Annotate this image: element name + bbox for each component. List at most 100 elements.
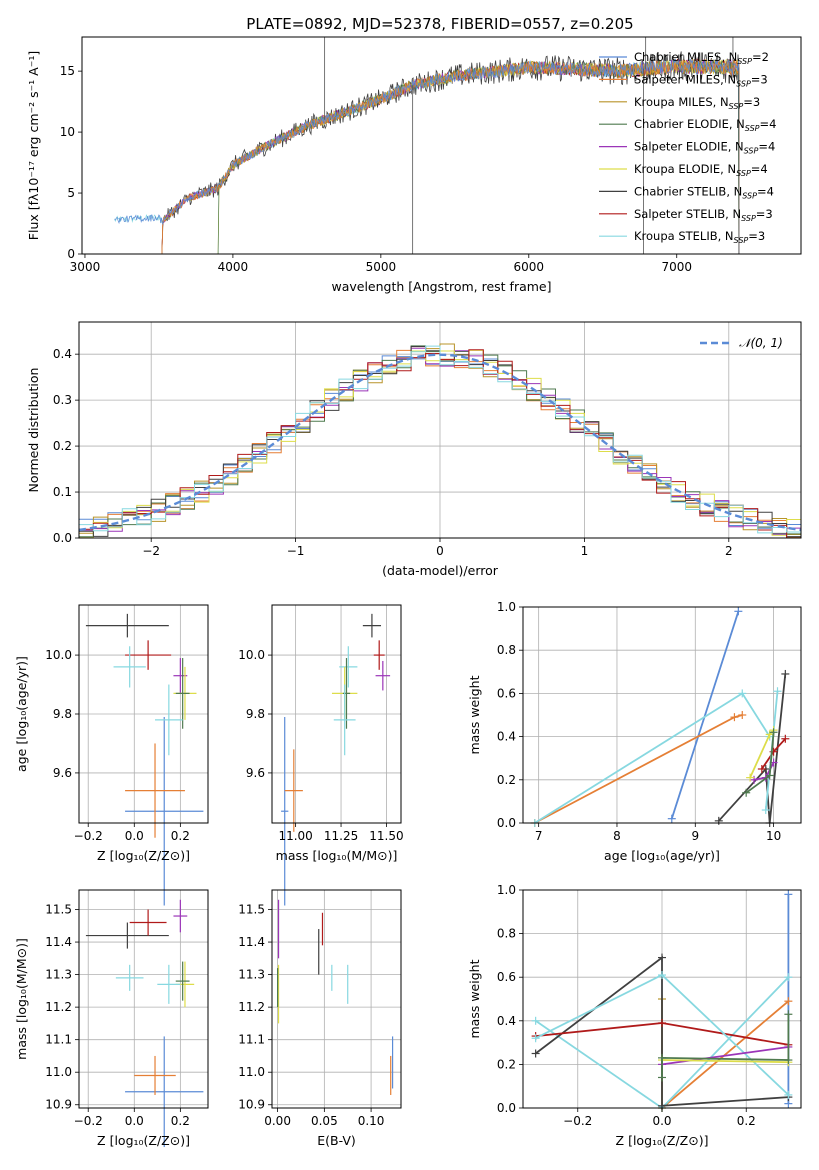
y-tick-label: 11.2 — [45, 1000, 72, 1014]
y-tick-label: 11.0 — [45, 1065, 72, 1079]
y-tick-label: 5 — [67, 186, 75, 200]
y-tick-label: 9.6 — [246, 766, 265, 780]
y-tick-label: 0.2 — [497, 1057, 516, 1071]
x-tick-label: 7000 — [661, 260, 692, 274]
x-tick-label: 11.25 — [324, 829, 358, 843]
x-tick-label: 11.50 — [369, 829, 403, 843]
legend-entry: Kroupa MILES, NSSP=3 — [634, 95, 760, 111]
legend-entry: Chabrier ELODIE, NSSP=4 — [634, 117, 776, 133]
legend-entry: Kroupa ELODIE, NSSP=4 — [634, 162, 768, 178]
weight-series-line — [745, 732, 775, 794]
y-tick-label: 15 — [60, 64, 75, 78]
x-tick-label: 3000 — [70, 260, 101, 274]
mass-vs-reddening-panel: 0.00 0.05 0.10 10.9 11.0 11.1 11.2 11.3 11.4 11.5… — [238, 889, 402, 1148]
y-tick-label: 11.3 — [238, 968, 265, 982]
x-tick-label: 0.10 — [358, 1114, 385, 1128]
legend-entry: Chabrier MILES, NSSP=2 — [634, 50, 769, 66]
x-tick-label: −2 — [142, 544, 160, 558]
y-tick-label: 9.8 — [53, 707, 72, 721]
y-tick-label: 11.0 — [238, 1065, 265, 1079]
y-tick-label: 1.0 — [497, 600, 516, 614]
legend-entry: Salpeter MILES, NSSP=3 — [634, 72, 768, 88]
y-tick-label: 0.8 — [497, 927, 516, 941]
y-tick-label: 0.3 — [53, 393, 72, 407]
x-axis-label: mass [log₁₀(M/M⊙)] — [276, 848, 398, 863]
spectrum-line-kroupa-elodie — [217, 58, 740, 254]
x-tick-label: −0.2 — [74, 1114, 103, 1128]
normal-reference-curve — [78, 353, 802, 532]
spectrum-panel: 3000 4000 5000 6000 7000 0 5 10 15 wavelength [An… — [26, 36, 802, 294]
y-axis-label: age [log₁₀(age/yr)] — [14, 656, 29, 772]
weight-series-line — [535, 955, 789, 1107]
y-tick-label: 11.1 — [238, 1033, 265, 1047]
x-tick-label: 0.0 — [652, 1114, 671, 1128]
residual-histogram-panel: −2 −1 0 1 2 0.0 0.1 0.2 0.3 0.4 (data-model)/error… — [26, 321, 802, 578]
y-tick-label: 10.9 — [238, 1098, 265, 1112]
y-tick-label: 1.0 — [497, 883, 516, 897]
axes-frame — [522, 606, 802, 824]
y-tick-label: 11.3 — [45, 968, 72, 982]
x-tick-label: 0.2 — [171, 1114, 190, 1128]
x-tick-label: 8 — [613, 829, 621, 843]
y-axis-label: mass [log₁₀(M/M⊙)] — [14, 938, 29, 1060]
y-axis-label: mass weight — [467, 675, 482, 754]
y-tick-label: 0.2 — [497, 773, 516, 787]
x-tick-label: 0.0 — [125, 1114, 144, 1128]
x-tick-label: 1 — [581, 544, 589, 558]
x-axis-label: age [log₁₀(age/yr)] — [604, 848, 720, 863]
y-tick-label: 9.8 — [246, 707, 265, 721]
spectrum-line-chabrier-miles — [114, 59, 740, 254]
weight-series-line — [661, 1059, 789, 1064]
x-tick-label: 11.00 — [278, 829, 312, 843]
x-tick-label: 4000 — [218, 260, 249, 274]
y-tick-label: 11.4 — [45, 935, 72, 949]
x-tick-label: 6000 — [514, 260, 545, 274]
y-axis-label: Normed distribution — [26, 368, 41, 493]
y-tick-label: 0.6 — [497, 970, 516, 984]
weight-vs-metallicity-panel: −0.2 0.0 0.2 0.0 0.2 0.4 0.6 0.8 1.0 Z [log₁₀(Z/Z… — [467, 883, 802, 1148]
y-tick-label: 0.4 — [497, 730, 516, 744]
x-tick-label: 0.05 — [311, 1114, 338, 1128]
weight-series-line — [661, 1000, 789, 1109]
weight-vs-age-panel: 7 8 9 10 0.0 0.2 0.4 0.6 0.8 1.0 age [log₁₀(age/yr… — [467, 600, 802, 863]
x-axis-label: (data-model)/error — [382, 563, 499, 578]
y-tick-label: 0.8 — [497, 643, 516, 657]
y-tick-label: 10.0 — [45, 648, 72, 662]
x-tick-label: 0.2 — [737, 1114, 756, 1128]
mass-vs-metallicity-panel: −0.2 0.0 0.2 10.9 11.0 11.1 11.2 11.3 11.4 11.5 Z … — [14, 889, 209, 1148]
x-axis-label: Z [log₁₀(Z/Z⊙)] — [97, 1133, 190, 1148]
y-tick-label: 0.0 — [497, 1101, 516, 1115]
age-vs-mass-panel: 11.00 11.25 11.50 9.6 9.8 10.0 mass [log₁₀(M/M… — [238, 604, 404, 906]
y-tick-label: 0.2 — [53, 439, 72, 453]
y-tick-label: 11.4 — [238, 935, 265, 949]
weight-series-line — [661, 1014, 790, 1078]
axes-frame — [271, 889, 402, 1109]
spectrum-line-chabrier-elodie — [217, 59, 740, 254]
y-tick-label: 0.1 — [53, 485, 72, 499]
x-tick-label: −0.2 — [563, 1114, 592, 1128]
legend-entry: Kroupa STELIB, NSSP=3 — [634, 229, 765, 245]
y-tick-label: 0.6 — [497, 686, 516, 700]
legend-entry: Salpeter ELODIE, NSSP=4 — [634, 140, 775, 156]
y-tick-label: 11.2 — [238, 1000, 265, 1014]
legend-entry: 𝒩(0, 1) — [739, 336, 783, 350]
y-tick-label: 10 — [60, 125, 75, 139]
y-tick-label: 11.1 — [45, 1033, 72, 1047]
axes-frame — [78, 889, 209, 1109]
y-tick-label: 0.4 — [53, 347, 72, 361]
x-tick-label: 2 — [725, 544, 733, 558]
x-tick-label: 10 — [766, 829, 781, 843]
legend-entry: Salpeter STELIB, NSSP=3 — [634, 207, 773, 223]
x-tick-label: −0.2 — [74, 829, 103, 843]
y-tick-label: 0.4 — [497, 1014, 516, 1028]
legend-entry: Chabrier STELIB, NSSP=4 — [634, 184, 774, 200]
x-tick-label: 0.0 — [125, 829, 144, 843]
weight-series-line — [534, 714, 743, 824]
y-axis-label: mass weight — [467, 959, 482, 1038]
axes-frame — [81, 36, 802, 255]
y-tick-label: 10.9 — [45, 1098, 72, 1112]
x-tick-label: 7 — [535, 829, 543, 843]
figure-title: PLATE=0892, MJD=52378, FIBERID=0557, z=0… — [246, 15, 633, 33]
x-axis-label: E(B-V) — [317, 1133, 356, 1148]
